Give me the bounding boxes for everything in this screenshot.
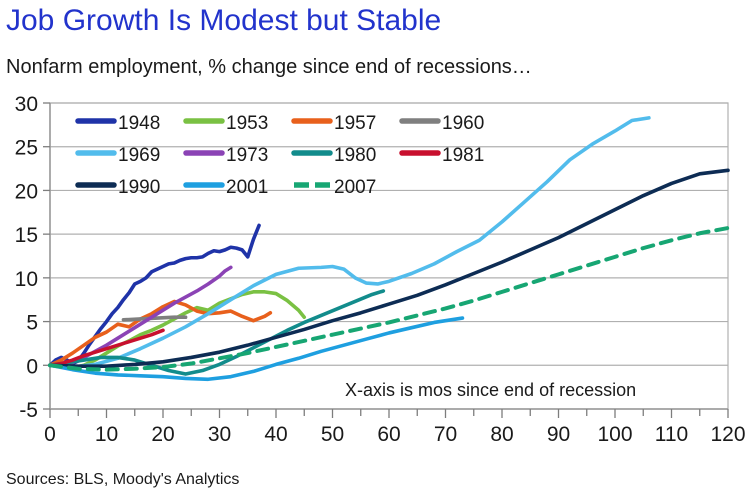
chart-legend: 1948 1953 1957 1960 1969 1973 1980 1981 1990 2001… bbox=[75, 113, 484, 198]
sources-note: Sources: BLS, Moody's Analytics bbox=[6, 471, 239, 488]
legend-label-1981: 1981 bbox=[442, 145, 484, 166]
series-line-1960 bbox=[121, 315, 188, 322]
y-tick-label: 25 bbox=[15, 137, 38, 160]
legend-item-1969: 1969 bbox=[75, 145, 160, 166]
y-tick-label: 5 bbox=[26, 312, 38, 335]
legend-item-1973: 1973 bbox=[183, 145, 268, 166]
series-line-2007 bbox=[48, 226, 730, 372]
page-title: Job Growth Is Modest but Stable bbox=[6, 4, 441, 37]
legend-label-1973: 1973 bbox=[226, 145, 268, 166]
legend-item-2007: 2007 bbox=[294, 177, 376, 198]
series-line-1969 bbox=[48, 116, 651, 369]
y-tick-label: -5 bbox=[19, 399, 38, 422]
x-tick-label: 120 bbox=[710, 423, 745, 446]
legend-label-1990: 1990 bbox=[118, 177, 160, 198]
x-tick-label: 50 bbox=[321, 423, 344, 446]
y-axis-tick-labels: -5 0 5 10 15 20 25 30 bbox=[15, 93, 38, 422]
x-tick-label: 100 bbox=[597, 423, 632, 446]
y-tick-label: 15 bbox=[15, 224, 38, 247]
x-tick-label: 110 bbox=[655, 423, 688, 446]
series-line-1981 bbox=[48, 328, 165, 368]
legend-item-1948: 1948 bbox=[75, 113, 160, 134]
chart-subtitle: Nonfarm employment, % change since end o… bbox=[6, 56, 532, 78]
series-lines bbox=[48, 116, 730, 382]
x-tick-label: 80 bbox=[490, 423, 513, 446]
y-tick-label: 30 bbox=[15, 93, 38, 116]
x-tick-label: 0 bbox=[44, 423, 56, 446]
y-tick-label: 0 bbox=[26, 355, 38, 378]
legend-label-2007: 2007 bbox=[334, 177, 376, 198]
legend-item-2001: 2001 bbox=[183, 177, 268, 198]
x-tick-label: 90 bbox=[547, 423, 570, 446]
y-tick-label: 20 bbox=[15, 180, 38, 203]
legend-item-1953: 1953 bbox=[183, 113, 268, 134]
legend-item-1957: 1957 bbox=[291, 113, 376, 134]
x-tick-label: 20 bbox=[151, 423, 174, 446]
series-line-2001 bbox=[48, 316, 465, 382]
legend-item-1990: 1990 bbox=[75, 177, 160, 198]
legend-label-1969: 1969 bbox=[118, 145, 160, 166]
legend-label-1980: 1980 bbox=[334, 145, 376, 166]
legend-label-1960: 1960 bbox=[442, 113, 484, 134]
x-axis-annotation: X-axis is mos since end of recession bbox=[345, 380, 636, 400]
x-tick-label: 60 bbox=[377, 423, 400, 446]
x-tick-label: 30 bbox=[208, 423, 231, 446]
legend-label-1957: 1957 bbox=[334, 113, 376, 134]
y-tick-label: 10 bbox=[15, 268, 38, 291]
legend-label-1953: 1953 bbox=[226, 113, 268, 134]
series-line-1948 bbox=[48, 223, 261, 368]
x-tick-label: 10 bbox=[95, 423, 118, 446]
x-axis-tick-labels: 0 10 20 30 40 50 60 70 80 90 100 110 120 bbox=[44, 423, 745, 446]
legend-item-1980: 1980 bbox=[291, 145, 376, 166]
series-line-1957 bbox=[48, 299, 273, 368]
legend-item-1960: 1960 bbox=[399, 113, 484, 134]
series-line-1990 bbox=[48, 168, 730, 368]
legend-label-2001: 2001 bbox=[226, 177, 268, 198]
legend-label-1948: 1948 bbox=[118, 113, 160, 134]
legend-item-1981: 1981 bbox=[399, 145, 484, 166]
x-tick-label: 70 bbox=[434, 423, 457, 446]
series-line-1980 bbox=[48, 289, 386, 376]
x-tick-label: 40 bbox=[264, 423, 287, 446]
axes bbox=[43, 102, 729, 418]
